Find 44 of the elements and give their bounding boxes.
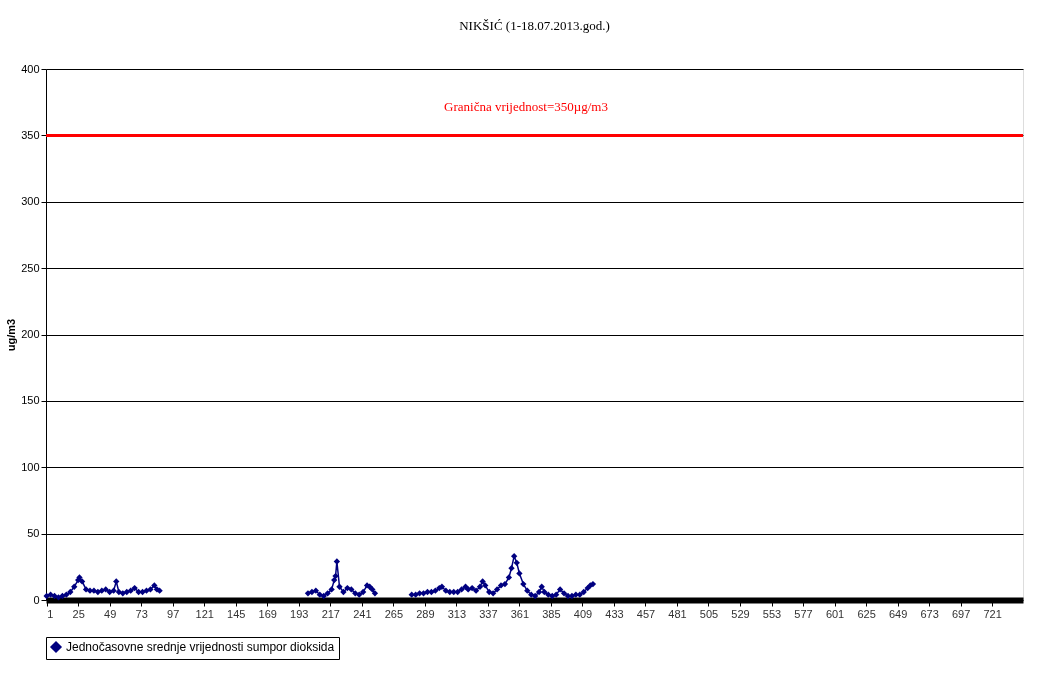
x-tick-label: 265 bbox=[384, 607, 404, 620]
x-tick-label: 385 bbox=[542, 607, 561, 620]
x-tick-label: 601 bbox=[825, 607, 845, 620]
x-tick-label: 217 bbox=[321, 607, 340, 620]
y-tick-label: 300 bbox=[21, 195, 40, 208]
y-tick-label: 100 bbox=[21, 460, 40, 473]
x-tick-label: 409 bbox=[573, 607, 593, 620]
y-tick-label: 200 bbox=[21, 328, 40, 340]
x-tick-label: 25 bbox=[72, 607, 85, 620]
y-tick-label: 400 bbox=[21, 62, 40, 75]
x-tick-label: 1 bbox=[47, 607, 54, 620]
y-tick-label: 250 bbox=[21, 261, 40, 274]
y-axis-title: ug/m3 bbox=[5, 318, 18, 352]
x-tick-label: 673 bbox=[920, 607, 939, 620]
x-tick-label: 433 bbox=[605, 607, 624, 620]
x-tick-label: 505 bbox=[699, 607, 719, 620]
y-tick-label: 0 bbox=[33, 593, 40, 606]
x-tick-label: 73 bbox=[135, 607, 148, 620]
legend-label: Jednočasovne srednje vrijednosti sumpor dioksida bbox=[66, 640, 335, 654]
x-tick-label: 457 bbox=[636, 607, 656, 620]
x-tick-label: 553 bbox=[762, 607, 782, 620]
x-tick-label: 121 bbox=[195, 607, 214, 620]
x-tick-label: 697 bbox=[951, 607, 971, 620]
y-tick-label: 50 bbox=[27, 527, 40, 540]
x-tick-label: 97 bbox=[167, 607, 180, 620]
x-tick-label: 721 bbox=[983, 607, 1002, 620]
x-tick-label: 577 bbox=[794, 607, 813, 620]
x-tick-label: 337 bbox=[479, 607, 498, 620]
x-tick-label: 49 bbox=[104, 607, 117, 620]
x-tick-label: 289 bbox=[416, 607, 435, 620]
x-tick-label: 313 bbox=[447, 607, 467, 620]
y-tick-label: 350 bbox=[21, 128, 40, 141]
ref-line-label: Granična vrijednost=350µg/m3 bbox=[444, 99, 608, 115]
chart-title: NIKŠIĆ (1-18.07.2013.god.) bbox=[459, 18, 610, 33]
y-tick-label: 150 bbox=[21, 394, 40, 407]
x-tick-label: 169 bbox=[258, 607, 277, 620]
x-tick-label: 145 bbox=[227, 607, 246, 620]
x-tick-label: 529 bbox=[731, 607, 750, 620]
x-tick-label: 625 bbox=[857, 607, 876, 620]
x-tick-label: 361 bbox=[510, 607, 530, 620]
x-tick-label: 649 bbox=[888, 607, 908, 620]
x-tick-label: 241 bbox=[353, 607, 372, 620]
x-tick-label: 193 bbox=[290, 607, 309, 620]
x-tick-label: 481 bbox=[668, 607, 687, 620]
